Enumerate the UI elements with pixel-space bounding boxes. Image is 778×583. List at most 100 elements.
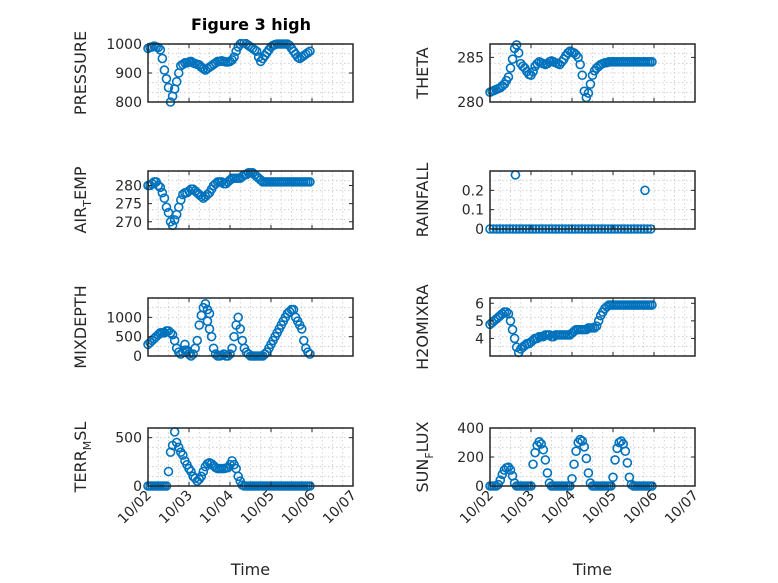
data-point — [163, 466, 174, 477]
data-point — [305, 349, 315, 359]
x-tick-label: 10/07 — [320, 488, 360, 528]
data-point — [507, 54, 518, 64]
data-point — [647, 300, 657, 310]
data-point — [204, 308, 215, 319]
data-point — [180, 345, 190, 356]
y-tick-label: 0 — [133, 349, 142, 365]
data-point — [575, 59, 586, 70]
data-point — [571, 49, 581, 60]
data-point — [583, 468, 594, 478]
y-tick-label: 800 — [115, 95, 142, 111]
grid-rainfall — [489, 170, 696, 230]
y-axis-label: PRESSURE — [71, 31, 90, 115]
x-tick-label: 10/06 — [279, 487, 319, 527]
data-point — [196, 191, 207, 202]
series-pressure — [143, 39, 315, 107]
data-point — [169, 215, 180, 225]
data-point — [155, 182, 166, 193]
data-point — [167, 329, 178, 340]
y-axis-label: SUNFLUX — [413, 421, 436, 492]
data-point — [208, 343, 219, 354]
y-tick-label: 0 — [475, 479, 484, 495]
x-tick-label: 10/06 — [621, 487, 661, 527]
data-point — [583, 88, 594, 98]
data-point — [513, 48, 524, 58]
data-point — [610, 455, 620, 465]
data-point — [569, 459, 579, 470]
data-point — [579, 442, 590, 452]
data-point — [225, 349, 235, 359]
panel-h2o-mixratio: 45 6 H2OMIXRA — [413, 284, 696, 370]
data-point — [233, 471, 243, 482]
data-point — [587, 70, 598, 81]
data-point — [571, 446, 581, 457]
grid-pressure — [147, 43, 354, 103]
data-point — [581, 453, 592, 464]
y-axis-label: H2OMIXRA — [413, 284, 432, 370]
axes-frame — [489, 170, 696, 230]
y-tick-label: 6 — [475, 296, 484, 312]
x-axis-label: Time — [230, 560, 270, 579]
data-point — [505, 465, 516, 475]
x-tick-label: 10/07 — [662, 488, 702, 528]
data-point — [501, 307, 512, 317]
data-point — [510, 170, 521, 180]
y-tick-label: 275 — [115, 197, 142, 213]
data-point — [178, 450, 188, 460]
data-point — [198, 466, 209, 477]
y-tick-label: 500 — [115, 330, 142, 346]
data-point — [178, 59, 188, 70]
series-theta — [485, 40, 657, 103]
data-point — [534, 436, 545, 447]
data-point — [540, 455, 551, 465]
data-point — [640, 185, 650, 196]
x-tick-label: 10/04 — [539, 487, 579, 527]
data-point — [249, 44, 260, 55]
data-point — [614, 437, 624, 448]
data-point — [647, 57, 657, 67]
axes-frame — [147, 170, 354, 230]
data-point — [296, 324, 307, 334]
series-h2o-mixratio — [485, 300, 657, 358]
data-point — [200, 298, 211, 309]
y-tick-label: 0.1 — [462, 203, 484, 219]
y-axis-label: RAINFALL — [413, 163, 432, 238]
data-point — [503, 72, 514, 82]
panel-pressure: 800 900 1000 PRESSURE — [71, 31, 354, 115]
y-axis-label: TERRMSL — [71, 422, 94, 494]
data-point — [620, 446, 631, 457]
data-point — [292, 52, 303, 62]
panel-air-temp: 270 275 280 AIRTEMP — [71, 166, 354, 234]
x-tick-label: 10/05 — [580, 488, 620, 528]
data-point — [237, 335, 248, 346]
axes-frame — [489, 297, 696, 357]
y-tick-label: 0.2 — [462, 183, 484, 199]
y-tick-label: 200 — [457, 450, 484, 466]
data-point — [192, 335, 202, 346]
axes-frame — [489, 43, 696, 103]
data-point — [505, 63, 516, 73]
data-point — [577, 70, 588, 81]
data-point — [169, 427, 180, 437]
y-tick-label: 1000 — [106, 310, 142, 326]
data-point — [194, 320, 205, 330]
data-point — [528, 459, 538, 470]
x-tick-label: 10/05 — [238, 488, 278, 528]
y-tick-label: 280 — [457, 95, 484, 111]
series-terr-msl — [143, 427, 315, 491]
y-axis-label: AIRTEMP — [71, 166, 94, 233]
data-point — [567, 473, 577, 484]
data-point — [196, 471, 207, 482]
data-point — [198, 63, 209, 74]
y-axis-label: MIXDEPTH — [71, 285, 90, 368]
grid-mixdepth — [147, 297, 354, 357]
data-point — [161, 202, 172, 213]
panel-mixdepth: 0 500 1000 MIXDEPTH — [71, 285, 354, 369]
y-tick-label: 400 — [457, 421, 484, 437]
data-point — [161, 74, 172, 84]
data-point — [173, 442, 184, 453]
data-point — [542, 468, 553, 478]
